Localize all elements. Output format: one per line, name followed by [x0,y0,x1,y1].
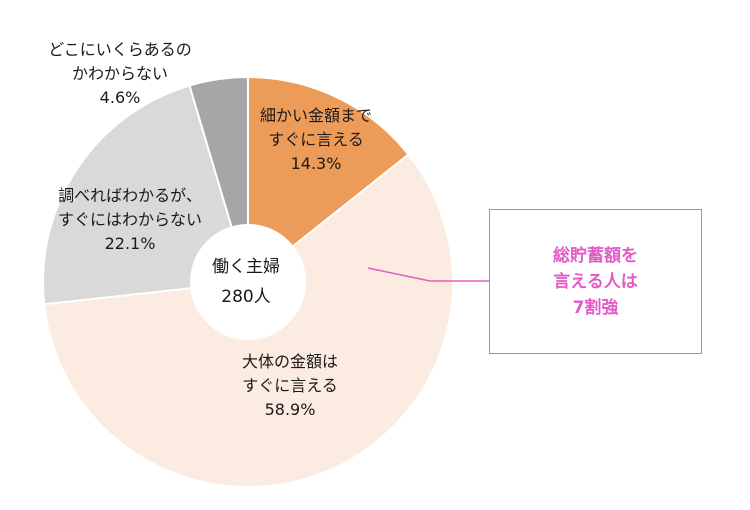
callout-line2: 言える人は [553,271,638,292]
slice-label-unknown-line1: どこにいくらあるの [48,40,192,59]
slice-label-unknown: どこにいくらあるの かわからない 4.6% [48,38,192,110]
donut-center-label: 働く主婦 280人 [212,252,280,312]
slice-label-rough-line2: すぐに言える [242,376,338,395]
slice-label-detailed: 細かい金額まで すぐに言える 14.3% [260,104,372,176]
center-line2: 280人 [221,287,271,307]
center-line1: 働く主婦 [212,257,280,277]
donut-hole [190,224,306,340]
slice-label-lookup-line1: 調べればわかるが、 [58,186,202,205]
slice-value-rough: 58.9% [264,400,316,419]
callout-line3: 7割強 [572,297,619,318]
slice-label-unknown-line2: かわからない [71,64,168,83]
slice-detailed [247,75,410,285]
slice-label-detailed-line1: 細かい金額まで [259,106,373,125]
slice-value-unknown: 4.6% [99,88,141,107]
callout-box: 総貯蓄額を 言える人は 7割強 [489,209,702,354]
callout-line1: 総貯蓄額を [553,245,638,266]
callout-pointer [367,267,489,282]
slice-value-detailed: 14.3% [290,154,342,173]
slice-value-lookup: 22.1% [104,234,156,253]
slice-label-lookup-line2: すぐにはわからない [57,210,203,229]
slice-label-lookup: 調べればわかるが、 すぐにはわからない 22.1% [58,184,202,256]
slice-label-rough-line1: 大体の金額は [241,352,339,371]
slice-label-detailed-line2: すぐに言える [268,130,364,149]
slice-lookup [42,84,250,306]
slice-label-rough: 大体の金額は すぐに言える 58.9% [242,350,338,422]
